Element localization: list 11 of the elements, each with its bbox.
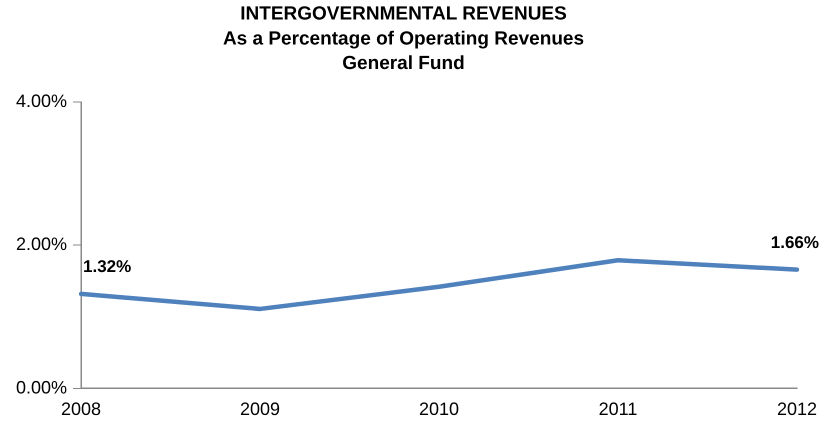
data-label: 1.32% xyxy=(83,257,132,276)
y-tick-label: 0.00% xyxy=(16,377,68,398)
x-tick-label: 2012 xyxy=(776,399,818,420)
y-tick-label: 4.00% xyxy=(16,91,68,112)
y-tick-label: 2.00% xyxy=(16,234,68,254)
data-label: 1.66% xyxy=(770,232,819,252)
chart-title: INTERGOVERNMENTAL REVENUES As a Percentage of Operating Revenues General Fund xyxy=(222,4,584,74)
x-tick-label: 2010 xyxy=(418,399,460,420)
x-tick-label: 2009 xyxy=(240,399,280,420)
x-tick-label: 2011 xyxy=(598,399,638,420)
x-tick-label: 2008 xyxy=(61,399,102,420)
